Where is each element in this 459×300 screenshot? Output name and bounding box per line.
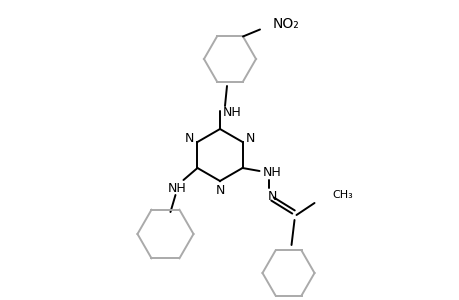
Text: NO₂: NO₂ xyxy=(272,17,299,32)
Text: N: N xyxy=(185,131,194,145)
Text: NH: NH xyxy=(168,182,186,196)
Text: N: N xyxy=(215,184,224,197)
Text: CH₃: CH₃ xyxy=(332,190,353,200)
Text: NH: NH xyxy=(222,106,241,119)
Text: NH: NH xyxy=(263,167,281,179)
Text: N: N xyxy=(267,190,277,202)
Text: N: N xyxy=(245,131,255,145)
